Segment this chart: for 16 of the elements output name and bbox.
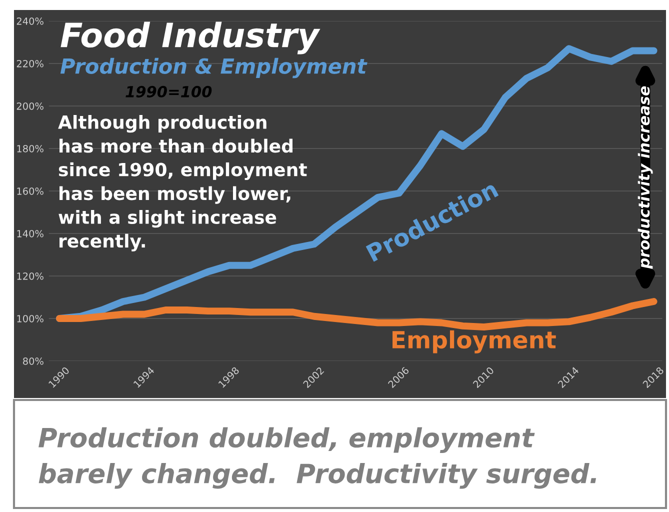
series-label: Employment xyxy=(392,330,556,354)
y-tick-label: 140% xyxy=(17,230,44,238)
y-tick-label: 80% xyxy=(23,357,44,365)
y-tick-label: 160% xyxy=(17,187,44,195)
y-tick-label: 220% xyxy=(16,60,44,68)
y-tick-label: 240% xyxy=(16,17,44,25)
y-tick-label: 120% xyxy=(17,272,44,280)
chart-title: Food Industry xyxy=(60,22,320,54)
annotation: productivity increase xyxy=(638,86,653,269)
y-tick-label: 180% xyxy=(17,144,44,152)
text: Production & Employment xyxy=(60,58,368,78)
text: Production doubled, employment barely changed. Productivity surged. xyxy=(38,427,596,489)
annotation: Although production has more than doubled since 1990, employment has been mostly lower, with a slight increase recently. xyxy=(58,115,307,252)
y-tick-label: 200% xyxy=(16,102,44,110)
y-tick-label: 100% xyxy=(17,314,44,322)
annotation: 1990=100 xyxy=(126,86,212,98)
